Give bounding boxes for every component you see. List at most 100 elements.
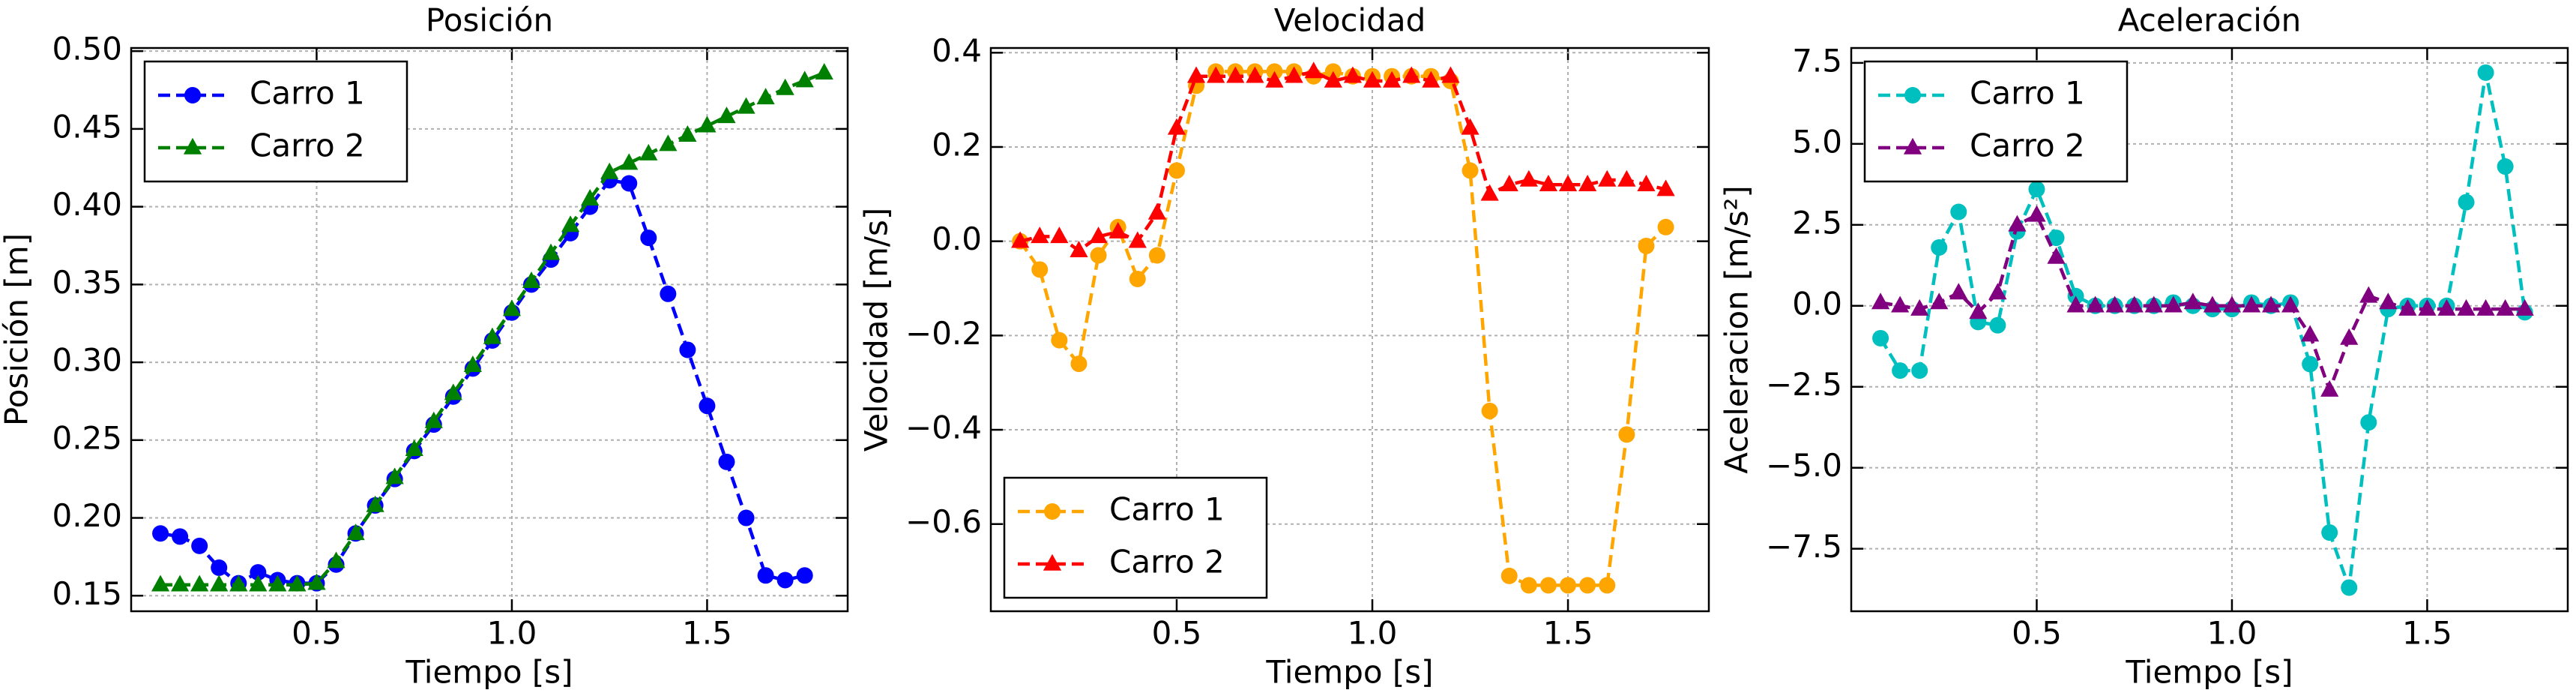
marker [2222, 296, 2242, 313]
marker [522, 271, 541, 288]
plot-frame [1850, 46, 2569, 613]
y-tick-label: 0.25 [52, 419, 122, 456]
marker [1560, 577, 1577, 594]
marker [2027, 205, 2046, 222]
marker [757, 567, 774, 584]
marker [1892, 362, 1909, 380]
marker [2437, 298, 2456, 316]
marker [1207, 66, 1225, 83]
marker [2008, 214, 2027, 232]
marker [229, 574, 248, 592]
y-tick-label: −7.5 [1766, 528, 1842, 565]
marker [1441, 66, 1460, 83]
series-line [160, 178, 806, 586]
y-axis-label: Aceleracion [m/s²] [1719, 185, 1755, 473]
series-line [1879, 72, 2527, 589]
legend-marker [183, 137, 202, 154]
legend-box [1003, 476, 1268, 599]
marker [250, 564, 267, 581]
marker [756, 88, 775, 105]
marker [640, 230, 657, 247]
marker [1871, 292, 1890, 310]
marker [2125, 296, 2144, 313]
marker [1989, 316, 2006, 334]
marker [1500, 567, 1518, 584]
marker [600, 162, 619, 179]
legend-marker [1044, 503, 1061, 520]
marker [1090, 247, 1107, 264]
chart-title: Velocidad [1274, 2, 1426, 39]
marker [1031, 261, 1049, 278]
y-tick-label: −0.6 [905, 503, 982, 540]
marker [1910, 298, 1929, 316]
marker [1168, 162, 1185, 179]
series-line [1019, 70, 1668, 587]
y-tick-label: −2.5 [1766, 366, 1842, 403]
marker [1500, 175, 1518, 192]
legend-box [143, 60, 408, 183]
marker [678, 124, 697, 142]
marker [1891, 296, 1910, 313]
legend-label: Carro 2 [250, 128, 365, 164]
marker [152, 525, 169, 542]
chart-title: Posición [426, 2, 553, 39]
marker [737, 97, 755, 114]
x-axis-label: Tiempo [s] [1265, 654, 1433, 691]
marker [288, 574, 307, 592]
legend-label: Carro 2 [1109, 544, 1225, 580]
marker [2379, 292, 2398, 310]
marker [1988, 283, 2007, 300]
y-tick-label: −0.4 [905, 410, 982, 446]
y-tick-label: 0.35 [52, 264, 122, 301]
marker [346, 524, 365, 541]
marker [620, 153, 639, 170]
marker [483, 327, 502, 344]
marker [1539, 577, 1557, 594]
marker [1167, 118, 1186, 135]
x-tick-label: 1.0 [1348, 615, 1398, 652]
marker [1481, 402, 1498, 419]
marker [1519, 170, 1538, 187]
marker [1147, 202, 1166, 220]
marker [815, 62, 833, 80]
y-tick-label: 0.2 [932, 126, 982, 163]
marker [795, 70, 814, 88]
marker [1108, 221, 1127, 238]
y-tick-label: 7.5 [1792, 42, 1842, 79]
marker [1462, 162, 1479, 179]
marker [424, 411, 443, 428]
marker [1383, 70, 1402, 88]
marker [2476, 298, 2495, 316]
marker [327, 551, 346, 568]
marker [2302, 356, 2319, 373]
marker [2048, 230, 2065, 247]
marker [1656, 179, 1675, 196]
marker [2164, 296, 2183, 313]
marker [1148, 247, 1165, 264]
x-tick-label: 1.0 [2207, 615, 2257, 652]
y-tick-label: 0.20 [52, 497, 122, 534]
marker [210, 574, 229, 592]
subplot: 0.5 1.0 1.5 −0.6 −0.4 −0.2 0.0 0.2 0.4 Velocidad T… [858, 2, 1710, 691]
y-tick-label: 0.4 [932, 32, 982, 69]
marker [2047, 247, 2066, 264]
marker [1520, 577, 1537, 594]
marker [172, 528, 189, 545]
marker [776, 572, 794, 589]
marker [1324, 70, 1342, 88]
y-axis-label: Posición [m] [0, 233, 35, 426]
y-tick-label: 0.50 [52, 31, 122, 68]
y-tick-label: −0.2 [905, 315, 982, 352]
marker [1872, 329, 1889, 346]
legend-label: Carro 1 [1109, 491, 1225, 528]
marker [2321, 524, 2338, 542]
marker [2398, 298, 2417, 316]
marker [1617, 170, 1636, 187]
marker [718, 453, 735, 470]
marker [2477, 64, 2494, 81]
marker [1363, 70, 1382, 88]
marker [1402, 66, 1421, 83]
y-axis-label: Velocidad [m/s] [858, 208, 895, 452]
